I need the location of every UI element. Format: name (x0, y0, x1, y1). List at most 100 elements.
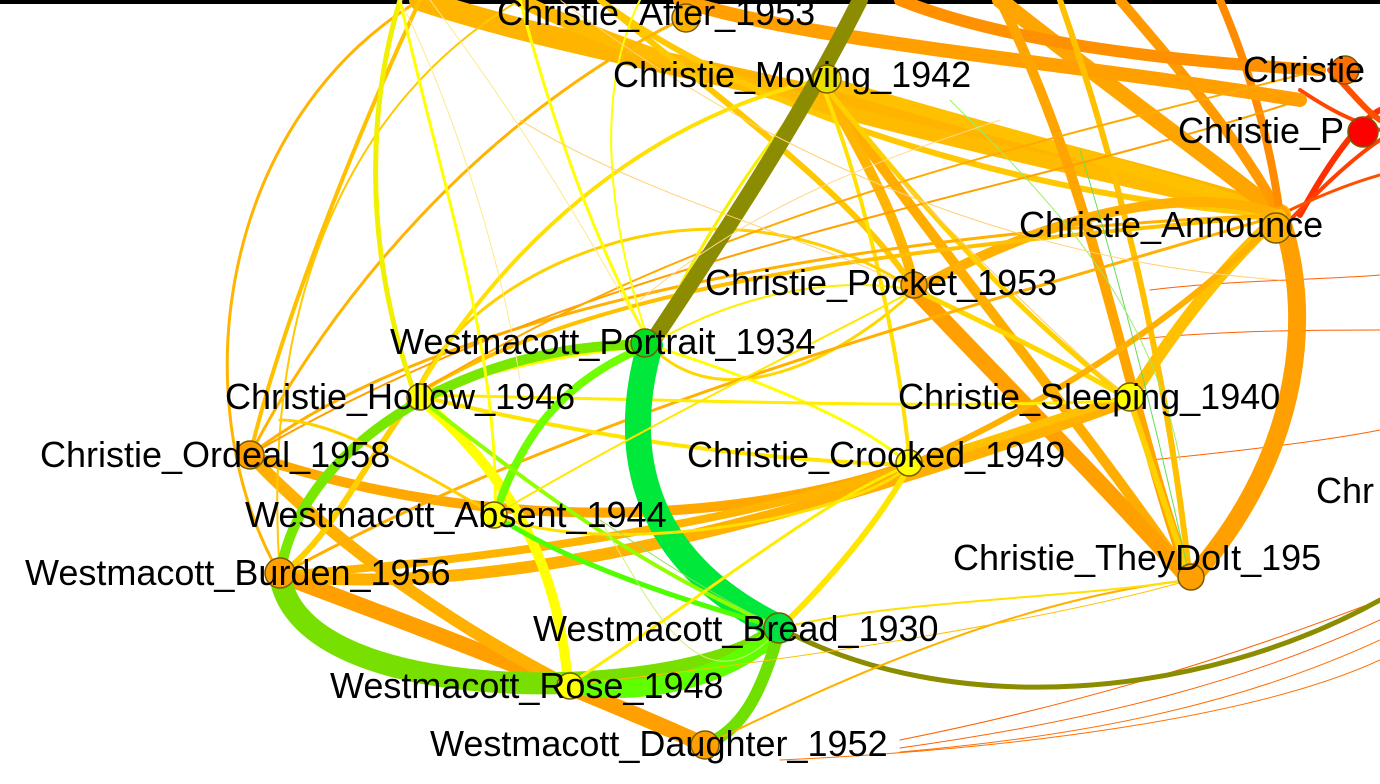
node-announce (1260, 212, 1292, 244)
edge (519, 119, 916, 291)
edge (899, 639, 1380, 753)
label-theydoit: Christie_TheyDoIt_195 (953, 537, 1321, 578)
label-daughter: Westmacott_Daughter_1952 (430, 723, 888, 764)
edge (1216, 0, 1284, 219)
label-christie-top-right: Christie (1243, 49, 1365, 90)
label-absent: Westmacott_Absent_1944 (245, 494, 667, 535)
edge (599, 519, 781, 629)
edge (673, 0, 1307, 107)
edge (559, 619, 789, 698)
edge (414, 69, 1321, 396)
edge (398, 0, 497, 517)
edge (413, 393, 1132, 406)
edge (912, 287, 1133, 403)
edge (248, 0, 422, 457)
edge (899, 619, 1380, 749)
edge (779, 659, 1380, 761)
edge (399, 0, 521, 381)
node-bread (763, 612, 795, 644)
label-sleeping: Christie_Sleeping_1940 (898, 376, 1280, 417)
edge (248, 18, 682, 457)
label-crooked: Christie_Crooked_1949 (687, 434, 1065, 475)
edge (815, 75, 920, 295)
edge (373, 0, 418, 398)
label-pocket: Christie_Pocket_1953 (705, 262, 1057, 303)
node-moving (812, 64, 842, 94)
labels: Christie_After_1953 Christie_Moving_1942… (25, 0, 1374, 764)
edge (899, 179, 1131, 401)
edge (272, 567, 713, 753)
node-theydoit (1177, 563, 1205, 591)
edge (492, 512, 783, 631)
nodes (235, 3, 1379, 760)
edge (225, 0, 422, 577)
label-bread: Westmacott_Bread_1930 (533, 608, 939, 649)
node-rose (556, 672, 584, 700)
edge (1057, 0, 1193, 583)
node-daughter (690, 730, 720, 760)
node-portrait (630, 328, 660, 358)
edge (278, 418, 497, 517)
edge (1181, 206, 1307, 589)
edge (649, 284, 916, 346)
edge (494, 289, 916, 516)
edge (777, 462, 913, 631)
edge (949, 99, 1181, 461)
edge (1115, 0, 1285, 220)
edge (815, 75, 1195, 585)
node-after (671, 3, 701, 33)
label-rose: Westmacott_Rose_1948 (330, 665, 724, 706)
edge (429, 0, 651, 346)
edge (642, 0, 868, 353)
edge (624, 332, 793, 641)
edge (610, 0, 651, 346)
edge (244, 449, 574, 691)
edge (275, 339, 655, 580)
edge (814, 74, 1286, 221)
node-christie-top-right (1330, 55, 1360, 85)
edge (1079, 149, 1191, 581)
node-ordeal (235, 440, 265, 470)
edge (599, 519, 781, 662)
edge (1288, 138, 1380, 222)
edge (513, 0, 1287, 222)
edge (413, 393, 782, 630)
label-ordeal: Christie_Ordeal_1958 (40, 434, 390, 475)
edge (639, 119, 1001, 301)
edge (567, 579, 1191, 686)
edge (1149, 429, 1380, 461)
edge (648, 288, 917, 382)
label-portrait: Westmacott_Portrait_1934 (390, 321, 816, 362)
edge (1149, 274, 1380, 291)
label-burden: Westmacott_Burden_1956 (25, 552, 451, 593)
node-crooked (895, 449, 923, 477)
label-announce: Christie_Announce (1019, 204, 1323, 245)
node-burden (264, 557, 296, 589)
label-hollow: Christie_Hollow_1946 (225, 376, 575, 417)
edge (1127, 397, 1193, 583)
edge (276, 0, 521, 576)
edge (278, 213, 1282, 577)
edge (818, 78, 912, 467)
edge (559, 0, 1281, 281)
edge (566, 463, 912, 687)
edge (491, 341, 654, 519)
node-pocket (900, 271, 928, 299)
edge (1129, 329, 1380, 341)
node-hollow (406, 383, 434, 411)
node-absent (480, 501, 508, 529)
edge (648, 343, 912, 467)
node-sleeping (1115, 382, 1145, 412)
edge (518, 0, 652, 347)
edge (779, 579, 1191, 629)
edge (894, 0, 1326, 76)
edge (704, 579, 1191, 746)
edge (910, 197, 1285, 295)
edge (413, 213, 1282, 397)
label-moving: Christie_Moving_1942 (613, 54, 971, 95)
edge (277, 392, 418, 578)
edge (907, 212, 1283, 468)
node-christie-p (1347, 116, 1379, 148)
edge (777, 597, 1380, 690)
